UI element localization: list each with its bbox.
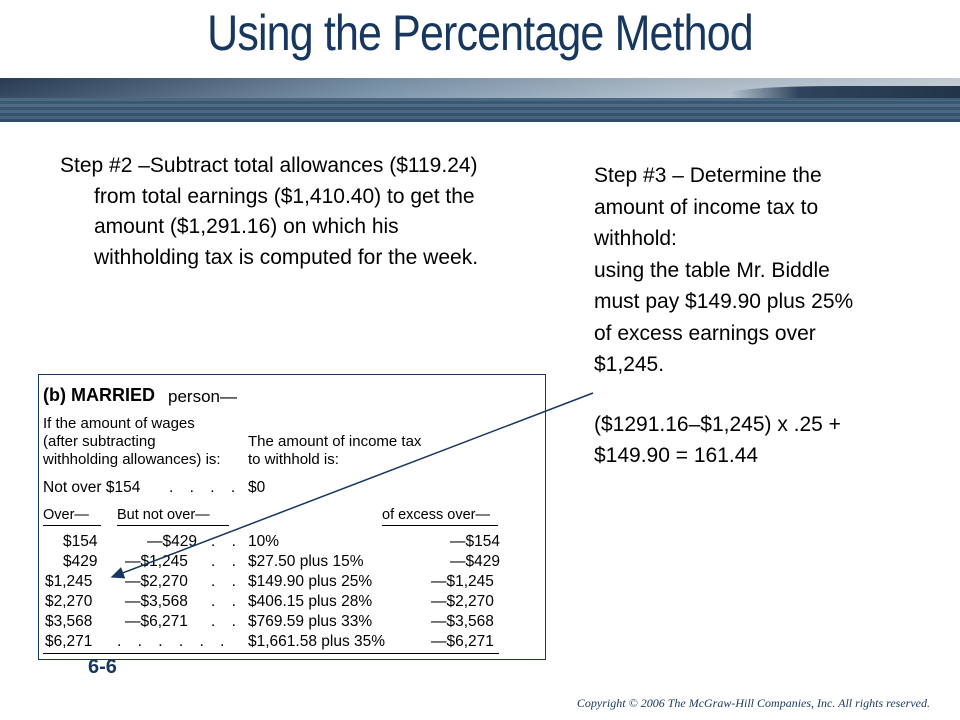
step-2-line: amount ($1,291.16) on which his [94,215,399,238]
cell-not-over: —$429 [147,533,197,550]
table-bottom-rule [43,653,499,654]
leader-dots: . . [211,613,242,630]
cell-excess: —$154 [450,533,500,550]
column-header-but-not-over: But not over— [117,507,210,523]
banner-headland [730,86,960,100]
cell-tax: $769.59 plus 33% [248,613,373,630]
leader-dots: . . . . . . [117,633,231,650]
cell-excess: —$6,271 [431,633,494,650]
header-underline [43,525,101,526]
cell-not-over: —$3,568 [125,593,188,610]
cell-excess: —$429 [450,553,500,570]
cell-not-over: —$2,270 [125,573,188,590]
column-header-excess: of excess over— [382,507,490,523]
step-3-formula-line: $149.90 = 161.44 [594,444,759,467]
step-3-line: amount of income tax to [594,195,819,219]
left-column-header: If the amount of wages (after subtractin… [43,415,221,469]
arrow-line [110,392,594,579]
cell-over: $154 [63,533,98,550]
step-2-line: from total earnings ($1,410.40) to get t… [94,184,475,208]
cell-tax: $149.90 plus 25% [248,573,373,590]
header-underline [117,525,229,526]
cell-over: $1,245 [45,573,93,590]
step-3-line: Step #3 – Determine the [594,164,822,187]
cell-over: $429 [63,553,98,570]
banner-sea [0,98,960,122]
slide-title: Using the Percentage Method [207,5,754,61]
table-heading-married: (b) MARRIED [43,385,155,405]
left-header-line: withholding allowances) is: [43,451,221,468]
banner-sky [0,78,960,98]
step-2-line: Step #2 –Subtract total allowances ($119… [60,154,478,177]
cell-excess: —$2,270 [431,593,494,610]
right-header-line: to withhold is: [248,451,339,468]
leader-dots: . . . . [169,479,242,496]
column-header-over: Over— [43,507,89,523]
leader-dots: . . [211,573,242,590]
cell-over: $3,568 [45,613,93,630]
cell-over: $2,270 [45,593,93,610]
step-2-text: Step #2 –Subtract total allowances ($119… [60,151,530,273]
not-over-label: Not over $154 [43,479,141,496]
header-underline [382,525,498,526]
leader-dots: . . [211,593,242,610]
copyright-notice: Copyright © 2006 The McGraw-Hill Compani… [576,696,930,710]
cell-tax: $27.50 plus 15% [248,553,364,570]
left-header-line: If the amount of wages [43,415,195,432]
right-header-line: The amount of income tax [248,433,422,450]
step-2-line: withholding tax is computed for the week… [94,245,479,269]
step-3-line: withhold: [594,227,677,250]
table-heading-person: person— [168,387,237,406]
right-column-header: The amount of income tax to withhold is: [248,433,421,469]
step-3-line: must pay $149.90 plus 25% [594,290,854,313]
left-header-line: (after subtracting [43,433,156,450]
slide-number: 6-6 [88,656,117,678]
step-3-formula-line: ($1291.16–$1,245) x .25 + [594,412,841,436]
step-3-line: of excess earnings over [594,321,816,345]
cell-over: $6,271 [45,633,93,650]
cell-not-over: —$6,271 [125,613,188,630]
ocean-banner-image [0,78,960,122]
cell-tax: 10% [248,533,280,550]
step-3-line: using the table Mr. Biddle [594,258,830,282]
cell-excess: —$3,568 [431,613,494,630]
cell-excess: —$1,245 [431,573,494,590]
cell-tax: $406.15 plus 28% [248,593,373,610]
leader-dots: . . [211,553,242,570]
cell-tax: $1,661.58 plus 35% [248,633,386,650]
step-3-line: $1,245. [594,353,665,376]
withholding-table: (b) MARRIED person— If the amount of wag… [38,374,546,660]
step-3-text: Step #3 – Determine the amount of income… [594,160,894,472]
not-over-value: $0 [248,479,266,496]
